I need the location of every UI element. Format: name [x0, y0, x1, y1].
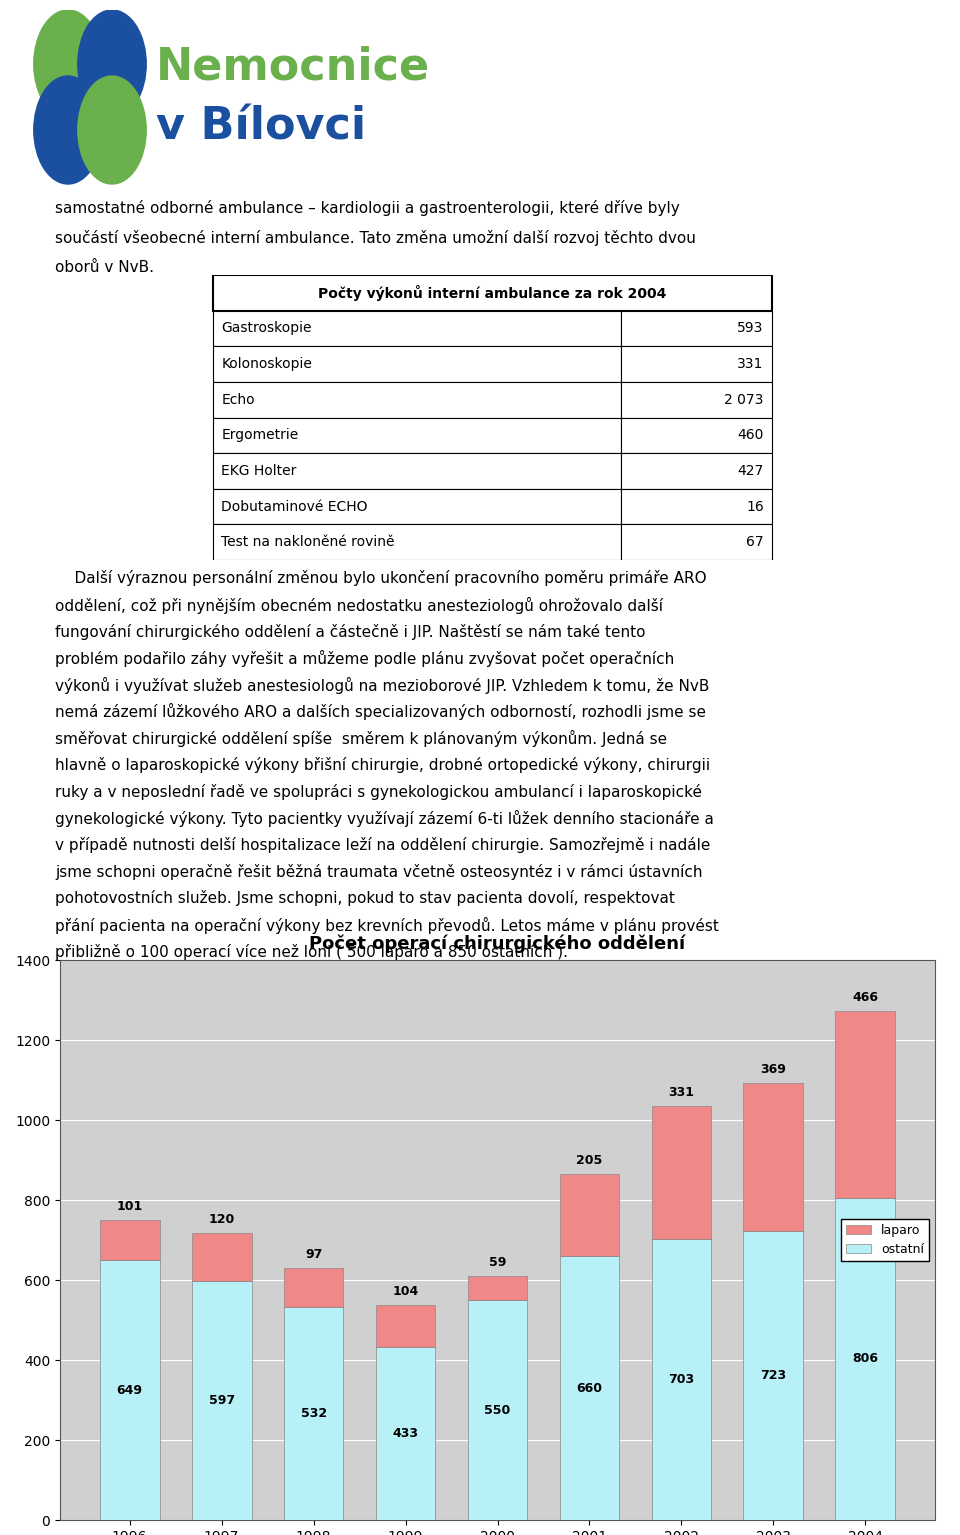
Text: 806: 806: [852, 1352, 878, 1365]
Text: Ergometrie: Ergometrie: [221, 428, 299, 442]
Text: samostatné odborné ambulance – kardiologii a gastroenterologii, které dříve byly: samostatné odborné ambulance – kardiolog…: [55, 200, 680, 215]
Text: přibližně o 100 operací více než loni ( 500 laparo a 850 ostatních ).: přibližně o 100 operací více než loni ( …: [55, 944, 568, 959]
Bar: [743, 1231, 804, 1520]
Bar: [621, 310, 773, 347]
Text: 703: 703: [668, 1372, 694, 1386]
Text: oborů v NvB.: oborů v NvB.: [55, 259, 154, 275]
Bar: [212, 310, 621, 347]
Bar: [212, 488, 621, 525]
Bar: [835, 1197, 896, 1520]
Text: 597: 597: [208, 1394, 234, 1408]
Text: 593: 593: [737, 321, 764, 336]
Bar: [560, 1174, 619, 1256]
Text: výkonů i využívat služeb anestesiologů na mezioborové JIP. Vzhledem k tomu, že N: výkonů i využívat služeb anestesiologů n…: [55, 677, 709, 694]
Text: 550: 550: [485, 1403, 511, 1417]
Text: v Bílovci: v Bílovci: [156, 106, 366, 149]
Bar: [212, 525, 621, 560]
Text: 101: 101: [116, 1200, 143, 1213]
Text: EKG Holter: EKG Holter: [221, 464, 297, 477]
Text: 723: 723: [760, 1369, 786, 1382]
Text: hlavně o laparoskopické výkony břišní chirurgie, drobné ortopedické výkony, chir: hlavně o laparoskopické výkony břišní ch…: [55, 757, 710, 774]
Text: 205: 205: [576, 1154, 603, 1167]
Bar: [212, 382, 621, 418]
Text: ruky a v neposlední řadě ve spolupráci s gynekologickou ambulancí i laparoskopic: ruky a v neposlední řadě ve spolupráci s…: [55, 784, 702, 800]
Bar: [375, 1305, 436, 1346]
Text: v případě nutnosti delší hospitalizace leží na oddělení chirurgie. Samozřejmě i : v případě nutnosti delší hospitalizace l…: [55, 837, 710, 853]
Text: 331: 331: [668, 1087, 694, 1099]
Text: oddělení, což při nynějším obecném nedostatku anesteziologů ohrožovalo další: oddělení, což při nynějším obecném nedos…: [55, 597, 663, 614]
Ellipse shape: [78, 11, 146, 118]
Text: Gastroskopie: Gastroskopie: [221, 321, 312, 336]
Text: 427: 427: [737, 464, 764, 477]
Bar: [621, 488, 773, 525]
Text: gynekologické výkony. Tyto pacientky využívají zázemí 6-ti lůžek denního stacion: gynekologické výkony. Tyto pacientky vyu…: [55, 810, 714, 827]
Bar: [192, 1233, 252, 1282]
Text: přání pacienta na operační výkony bez krevních převodů. Letos máme v plánu prové: přání pacienta na operační výkony bez kr…: [55, 916, 719, 933]
Text: Test na nakloněné rovině: Test na nakloněné rovině: [221, 536, 395, 550]
Text: 331: 331: [737, 358, 764, 371]
Ellipse shape: [34, 77, 102, 184]
Text: součástí všeobecné interní ambulance. Tato změna umožní další rozvoj těchto dvou: součástí všeobecné interní ambulance. Ta…: [55, 230, 696, 246]
Text: 460: 460: [737, 428, 764, 442]
Text: Nemocnice: Nemocnice: [156, 46, 430, 89]
Bar: [468, 1300, 527, 1520]
Text: směřovat chirurgické oddělení spíše  směrem k plánovaným výkonům. Jedná se: směřovat chirurgické oddělení spíše směr…: [55, 729, 667, 748]
Bar: [100, 1260, 159, 1520]
Bar: [621, 382, 773, 418]
Text: 16: 16: [746, 499, 764, 514]
Bar: [100, 1220, 159, 1260]
Text: 466: 466: [852, 992, 878, 1004]
Ellipse shape: [34, 11, 102, 118]
Text: fungování chirurgického oddělení a částečně i JIP. Naštěstí se nám také tento: fungování chirurgického oddělení a částe…: [55, 623, 645, 640]
Bar: [621, 418, 773, 453]
Text: 120: 120: [208, 1213, 235, 1226]
Text: Počty výkonů interní ambulance za rok 2004: Počty výkonů interní ambulance za rok 20…: [319, 286, 666, 301]
Bar: [560, 1256, 619, 1520]
Text: Echo: Echo: [221, 393, 254, 407]
Text: Další výraznou personální změnou bylo ukončení pracovního poměru primáře ARO: Další výraznou personální změnou bylo uk…: [55, 571, 707, 586]
Bar: [621, 453, 773, 488]
Bar: [284, 1268, 344, 1308]
Text: pohotovostních služeb. Jsme schopni, pokud to stav pacienta dovolí, respektovat: pohotovostních služeb. Jsme schopni, pok…: [55, 890, 675, 906]
Bar: [212, 453, 621, 488]
Text: Kolonoskopie: Kolonoskopie: [221, 358, 312, 371]
Text: jsme schopni operačně řešit běžná traumata včetně osteosyntéz i v rámci ústavníc: jsme schopni operačně řešit běžná trauma…: [55, 864, 703, 880]
Text: 532: 532: [300, 1408, 326, 1420]
Bar: [375, 1346, 436, 1520]
Bar: [212, 275, 773, 310]
Bar: [621, 525, 773, 560]
Bar: [212, 418, 621, 453]
Text: 67: 67: [746, 536, 764, 550]
Text: Dobutaminové ECHO: Dobutaminové ECHO: [221, 499, 368, 514]
Bar: [743, 1084, 804, 1231]
Bar: [835, 1012, 896, 1197]
Text: problém podařilo záhy vyřešit a můžeme podle plánu zvyšovat počet operačních: problém podařilo záhy vyřešit a můžeme p…: [55, 649, 674, 666]
Text: 433: 433: [393, 1428, 419, 1440]
Text: 660: 660: [576, 1382, 603, 1394]
Bar: [212, 347, 621, 382]
Bar: [284, 1308, 344, 1520]
Text: 97: 97: [305, 1248, 323, 1262]
Text: 649: 649: [117, 1383, 143, 1397]
Bar: [652, 1107, 711, 1239]
Text: 104: 104: [393, 1285, 419, 1299]
Bar: [468, 1277, 527, 1300]
Text: 59: 59: [489, 1256, 506, 1269]
Text: 2 073: 2 073: [725, 393, 764, 407]
Legend: laparo, ostatní: laparo, ostatní: [841, 1219, 928, 1262]
Bar: [621, 347, 773, 382]
Ellipse shape: [78, 77, 146, 184]
Bar: [192, 1282, 252, 1520]
Text: 369: 369: [760, 1064, 786, 1076]
Text: nemá zázemí lůžkového ARO a dalších specializovaných odborností, rozhodli jsme s: nemá zázemí lůžkového ARO a dalších spec…: [55, 703, 706, 720]
Title: Počet operací chirurgického oddělení: Počet operací chirurgického oddělení: [309, 935, 685, 953]
Bar: [652, 1239, 711, 1520]
